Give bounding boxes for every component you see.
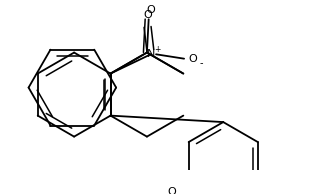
Text: O: O	[167, 187, 176, 194]
Text: -: -	[200, 58, 203, 68]
Text: +: +	[155, 45, 161, 54]
Text: O: O	[189, 54, 197, 64]
Text: O: O	[146, 5, 155, 15]
Text: N: N	[147, 49, 155, 59]
Text: O: O	[143, 10, 152, 20]
